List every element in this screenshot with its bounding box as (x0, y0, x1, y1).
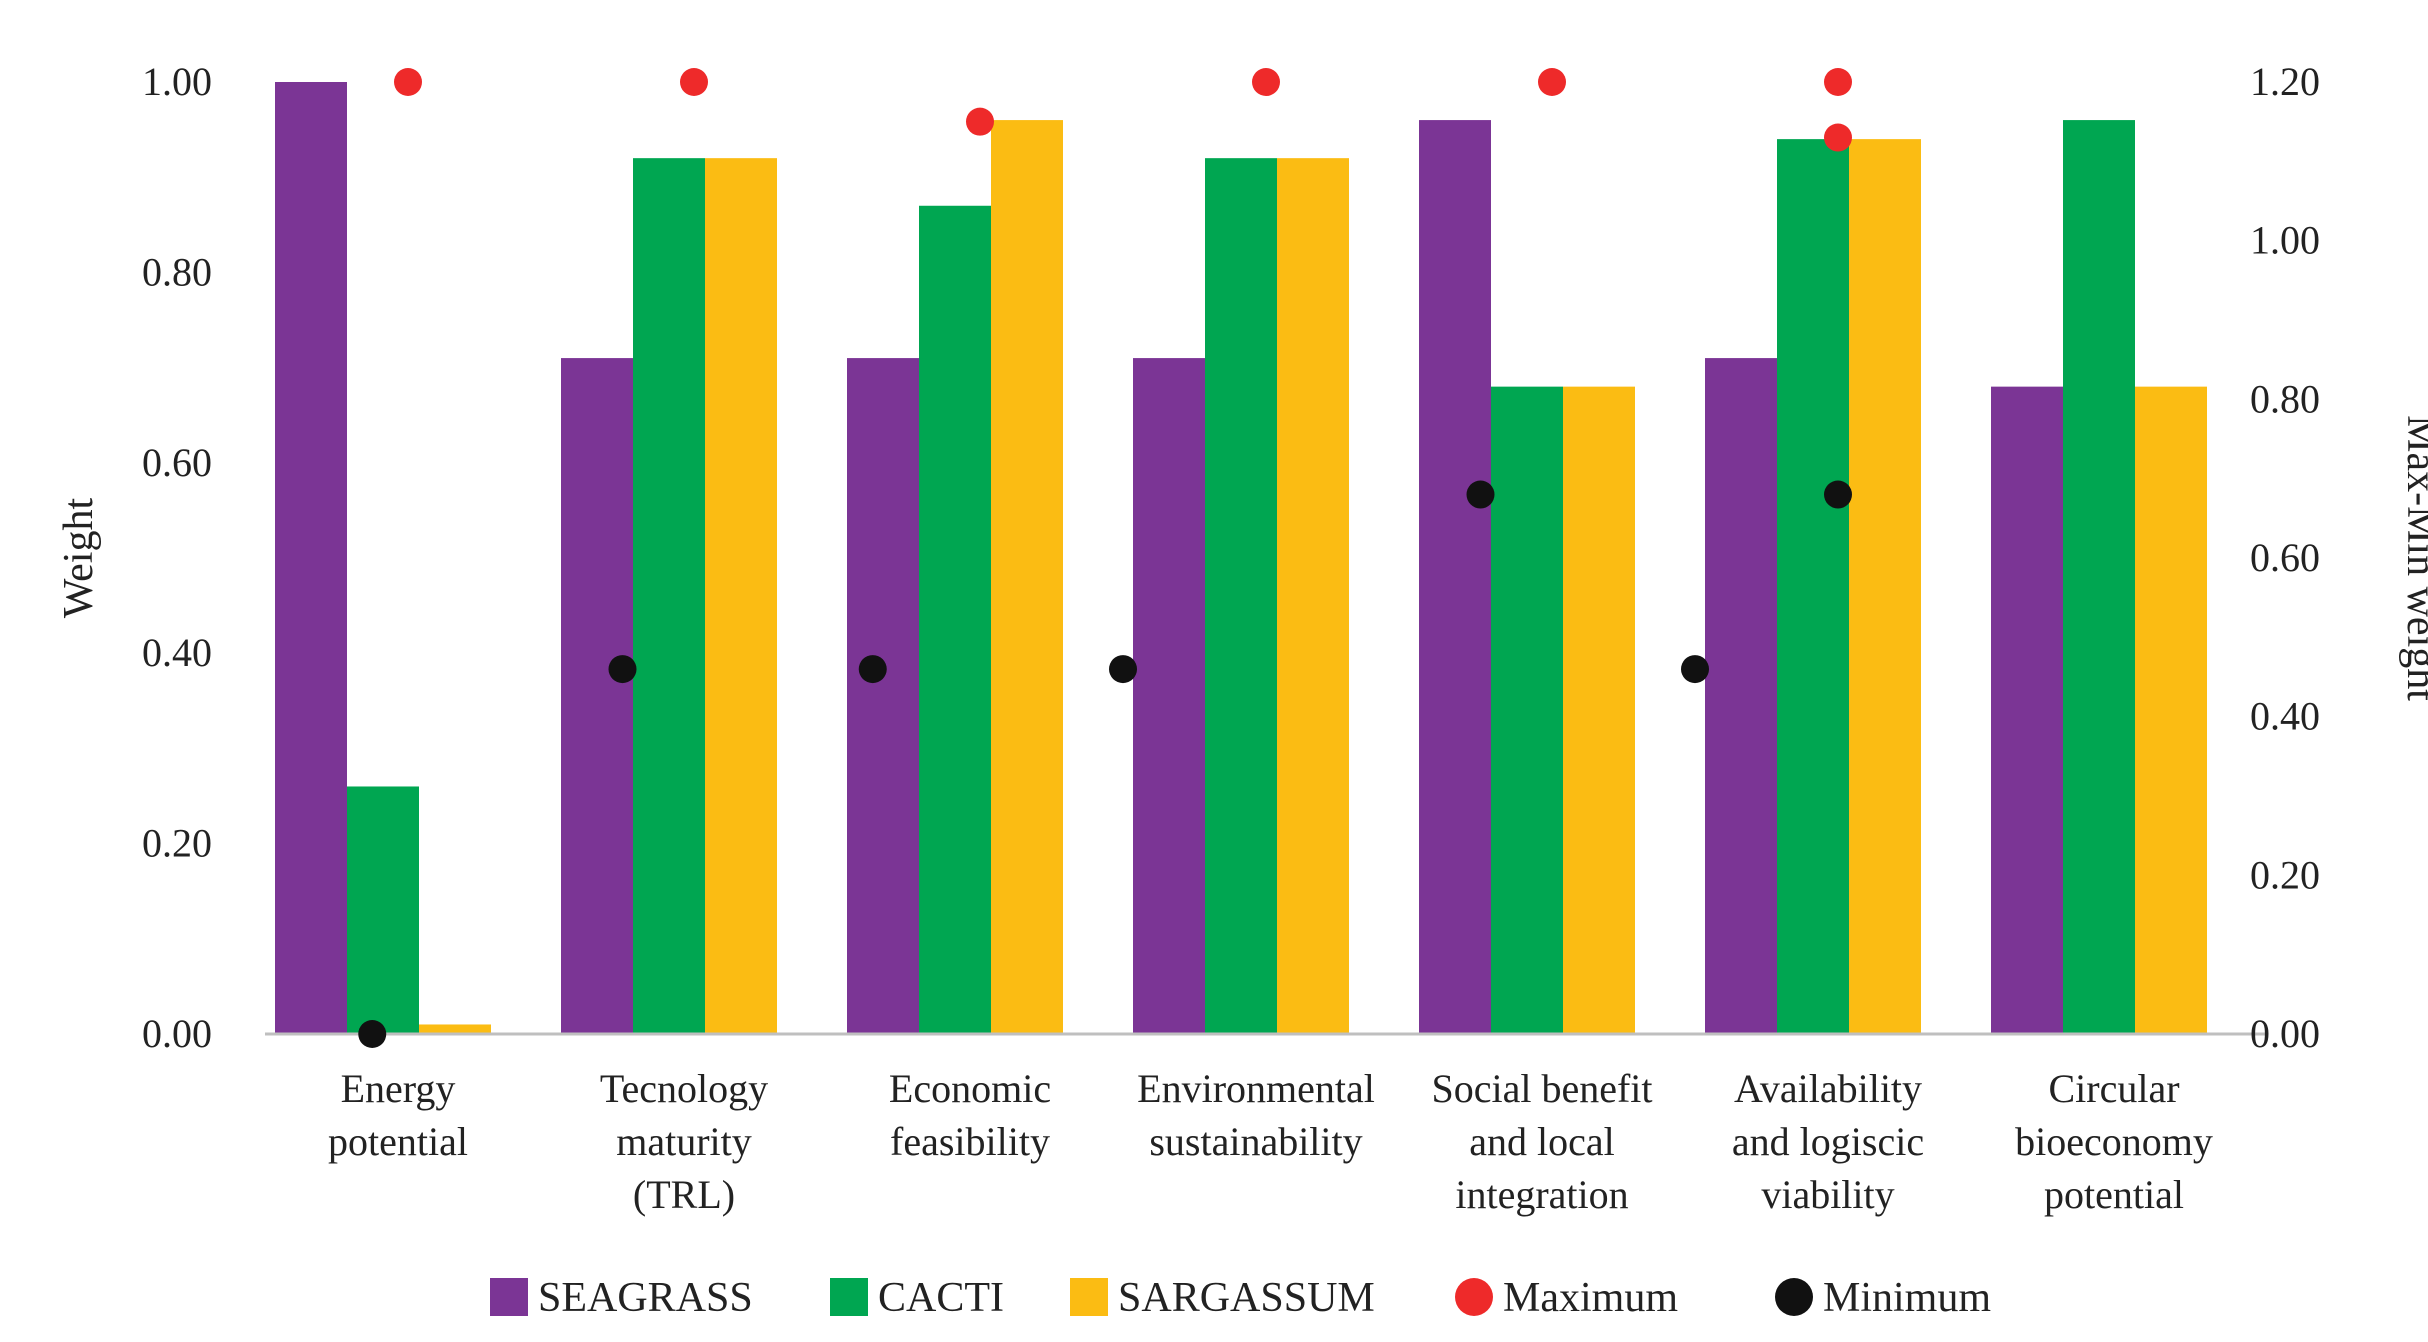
marker-minimum-4 (1466, 480, 1495, 509)
bar-seagrass-5 (1705, 358, 1777, 1035)
bar-sargassum-0 (419, 1024, 491, 1034)
bar-seagrass-2 (847, 358, 919, 1035)
category-labels: Energy potential Tecnology maturity (TRL) Eco… (328, 1066, 2213, 1217)
legend-swatch (490, 1278, 528, 1316)
right-axis-ticks: 0.00 0.20 0.40 0.60 0.80 1.00 1.20 (2250, 59, 2320, 1056)
right-tick-label: 0.00 (2250, 1011, 2320, 1056)
bar-sargassum-4 (1563, 386, 1635, 1034)
right-tick-label: 1.00 (2250, 218, 2320, 263)
legend-swatch (1775, 1278, 1813, 1316)
legend-label: SARGASSUM (1118, 1275, 1375, 1321)
left-tick-label: 0.40 (142, 630, 212, 675)
legend: SEAGRASS CACTI SARGASSUM Maximum Minimum (490, 1275, 1991, 1321)
marker-maximum-4 (1538, 68, 1566, 96)
bar-sargassum-3 (1277, 158, 1349, 1034)
bar-cacti-4 (1491, 386, 1563, 1034)
category-label: Economic feasibility (889, 1066, 1051, 1164)
marker-maximum-3 (1252, 68, 1280, 96)
bar-seagrass-0 (275, 82, 347, 1034)
marker-minimum-2 (858, 655, 887, 684)
marker-maximum-1 (680, 68, 708, 96)
left-tick-label: 0.60 (142, 440, 212, 485)
category-label: Availability and logiscic viability (1732, 1066, 1924, 1217)
bar-seagrass-3 (1133, 358, 1205, 1035)
bar-cacti-3 (1205, 158, 1277, 1034)
right-tick-label: 1.20 (2250, 59, 2320, 104)
legend-swatch (830, 1278, 868, 1316)
marker-minimum-1 (608, 655, 637, 684)
marker-minimum-6 (1824, 480, 1852, 509)
legend-item-seagrass: SEAGRASS (490, 1275, 753, 1321)
marker-maximum-2 (966, 107, 994, 136)
bars-layer (275, 82, 2207, 1035)
marker-minimum-3 (1109, 655, 1137, 684)
left-tick-label: 1.00 (142, 59, 212, 104)
bar-cacti-2 (919, 205, 991, 1034)
left-tick-label: 0.00 (142, 1011, 212, 1056)
legend-label: SEAGRASS (538, 1275, 753, 1321)
left-tick-label: 0.20 (142, 821, 212, 866)
category-label: Energy potential (328, 1066, 468, 1164)
legend-item-maximum: Maximum (1455, 1275, 1678, 1321)
bar-seagrass-6 (1991, 386, 2063, 1034)
marker-maximum-5 (1824, 68, 1852, 96)
category-label: Social benefit and local integration (1431, 1066, 1652, 1217)
right-tick-label: 0.80 (2250, 376, 2320, 421)
right-tick-label: 0.40 (2250, 694, 2320, 739)
markers-layer (358, 68, 1852, 1048)
bar-cacti-5 (1777, 139, 1849, 1034)
bar-sargassum-6 (2135, 386, 2207, 1034)
marker-maximum-6 (1824, 123, 1852, 152)
legend-item-minimum: Minimum (1775, 1275, 1991, 1321)
category-label: Circular bioeconomy potential (2015, 1066, 2213, 1217)
right-tick-label: 0.60 (2250, 535, 2320, 580)
left-axis-title: Weight (56, 498, 102, 619)
legend-swatch (1455, 1278, 1493, 1316)
bar-cacti-0 (347, 786, 419, 1034)
category-label: Tecnology maturity (TRL) (600, 1066, 768, 1217)
marker-minimum-0 (358, 1020, 387, 1048)
legend-item-cacti: CACTI (830, 1275, 1004, 1321)
legend-swatch (1070, 1278, 1108, 1316)
right-axis-title: Max-Min weight (2398, 415, 2428, 701)
left-tick-label: 0.80 (142, 249, 212, 294)
legend-label: Minimum (1823, 1275, 1991, 1321)
bar-cacti-1 (633, 158, 705, 1034)
right-tick-label: 0.20 (2250, 852, 2320, 897)
legend-item-sargassum: SARGASSUM (1070, 1275, 1375, 1321)
bar-seagrass-4 (1419, 120, 1491, 1034)
legend-label: CACTI (878, 1275, 1004, 1321)
marker-minimum-5 (1681, 655, 1709, 684)
bar-sargassum-5 (1849, 139, 1921, 1034)
legend-label: Maximum (1503, 1275, 1678, 1321)
bar-sargassum-2 (991, 120, 1063, 1034)
left-axis-ticks: 0.00 0.20 0.40 0.60 0.80 1.00 (142, 59, 212, 1056)
bar-seagrass-1 (561, 358, 633, 1035)
bar-sargassum-1 (705, 158, 777, 1034)
marker-maximum-0 (394, 68, 422, 96)
bar-cacti-6 (2063, 120, 2135, 1034)
category-label: Environmental sustainability (1137, 1066, 1375, 1164)
